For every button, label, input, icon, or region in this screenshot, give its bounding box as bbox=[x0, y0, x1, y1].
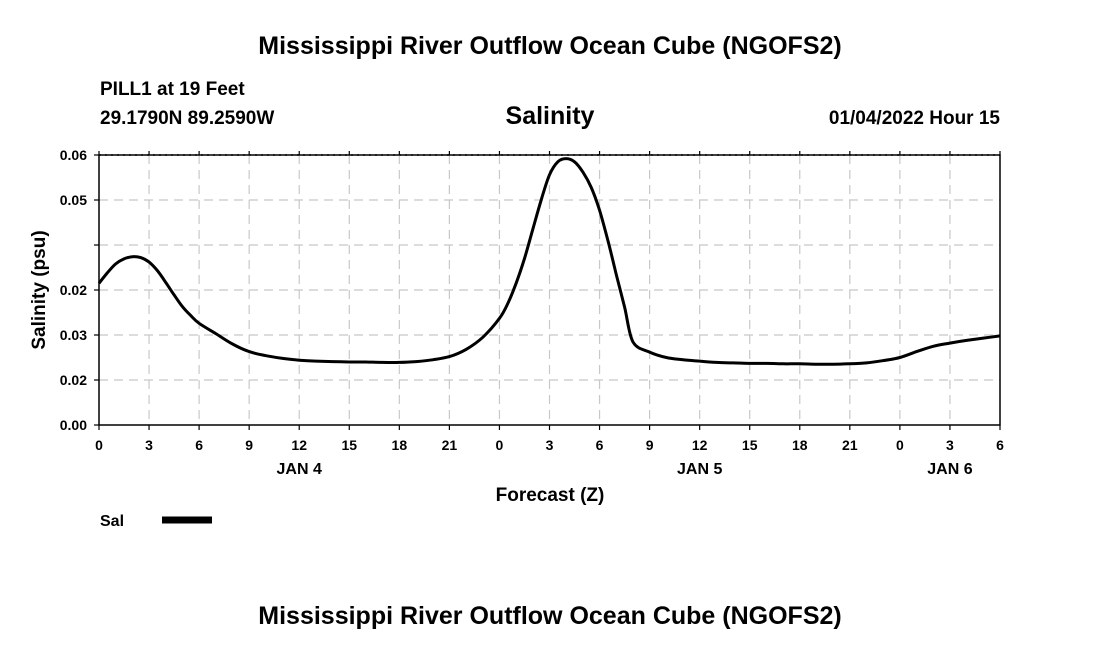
y-axis-label: Salinity (psu) bbox=[29, 230, 50, 349]
grid bbox=[99, 154, 1000, 425]
x-tick-label: 15 bbox=[341, 437, 357, 453]
x-tick-label: 12 bbox=[291, 437, 307, 453]
plot-frame bbox=[98, 154, 1001, 426]
y-tick-label: 0.02 bbox=[60, 372, 87, 388]
x-tick-label: 0 bbox=[95, 437, 103, 453]
figure-title-bottom: Mississippi River Outflow Ocean Cube (NG… bbox=[258, 602, 841, 630]
axis-ticks: 0.00 0.02 0.03 0.02 0.05 0.06 0 3 6 9 12 15 18 21 0 3 6 9… bbox=[60, 147, 1004, 478]
x-tick-label: 6 bbox=[195, 437, 203, 453]
figure-title-top: Mississippi River Outflow Ocean Cube (NG… bbox=[258, 32, 841, 60]
x-axis-label: Forecast (Z) bbox=[496, 485, 605, 506]
date-label: JAN 5 bbox=[677, 461, 722, 478]
x-tick-label: 6 bbox=[596, 437, 604, 453]
x-tick-label: 12 bbox=[692, 437, 708, 453]
x-tick-label: 3 bbox=[145, 437, 153, 453]
x-tick-label: 9 bbox=[646, 437, 654, 453]
series-layer bbox=[97, 157, 1001, 366]
legend-label-sal: Sal bbox=[100, 513, 124, 530]
y-tick-label: 0.05 bbox=[60, 192, 87, 208]
x-tick-label: 9 bbox=[245, 437, 253, 453]
coordinates-label: 29.1790N 89.2590W bbox=[100, 108, 274, 129]
y-tick-label: 0.03 bbox=[60, 327, 87, 343]
date-label: JAN 6 bbox=[927, 461, 972, 478]
series-line-sal bbox=[97, 157, 1001, 366]
x-tick-label: 0 bbox=[496, 437, 504, 453]
x-tick-label: 15 bbox=[742, 437, 758, 453]
datetime-label: 01/04/2022 Hour 15 bbox=[829, 108, 1001, 129]
x-tick-label: 18 bbox=[792, 437, 808, 453]
y-tick-label: 0.02 bbox=[60, 282, 87, 298]
x-tick-label: 0 bbox=[896, 437, 904, 453]
y-tick-label: 0.00 bbox=[60, 417, 87, 433]
x-tick-label: 3 bbox=[946, 437, 954, 453]
date-label: JAN 4 bbox=[277, 461, 322, 478]
y-tick-label: 0.06 bbox=[60, 147, 87, 163]
chart-title: Salinity bbox=[506, 102, 595, 130]
x-tick-label: 6 bbox=[996, 437, 1004, 453]
station-label: PILL1 at 19 Feet bbox=[100, 79, 245, 100]
x-tick-label: 21 bbox=[842, 437, 858, 453]
x-tick-label: 18 bbox=[392, 437, 408, 453]
x-tick-label: 21 bbox=[442, 437, 458, 453]
x-tick-label: 3 bbox=[546, 437, 554, 453]
legend: Sal bbox=[100, 513, 212, 530]
